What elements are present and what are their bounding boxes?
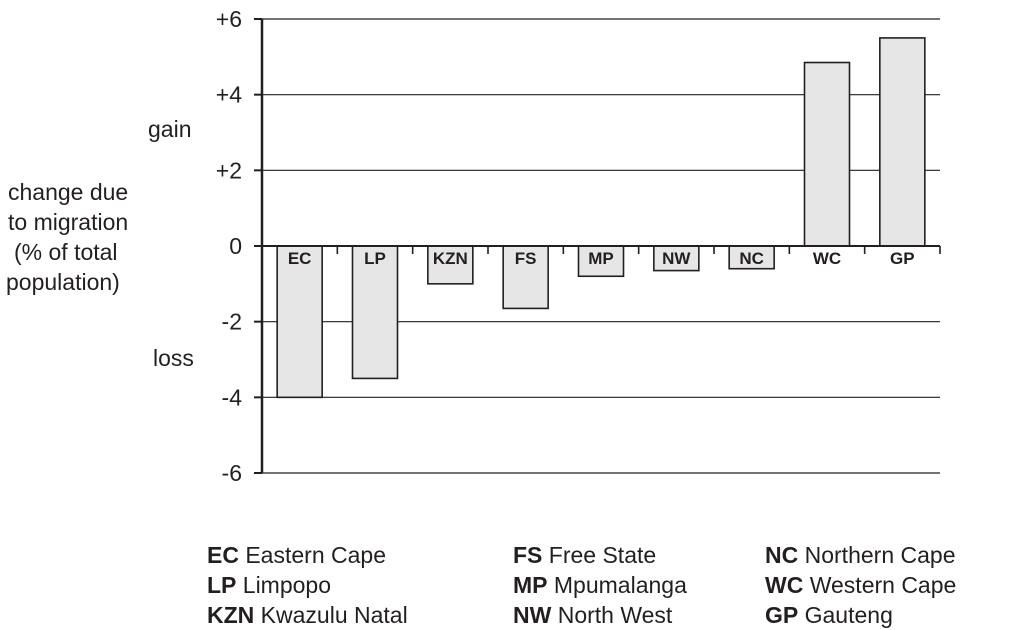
category-label: EC [288,249,312,268]
y-tick-label: -4 [222,384,243,410]
legend-name: Limpopo [242,572,332,598]
bar [879,37,926,247]
legend-item: FS Free State [513,540,687,570]
legend-abbr: FS [513,542,543,568]
bar [577,245,625,278]
category-label: KZN [433,249,468,268]
legend-name: Western Cape [809,572,957,598]
legend-abbr: KZN [207,602,255,628]
category-label: NW [662,249,691,268]
gain-label: gain [148,116,192,142]
y-axis-label-line-2: to migration [8,209,129,235]
legend-column-2: FS Free State MP Mpumalanga NW North Wes… [513,540,687,630]
legend-name: Eastern Cape [245,542,386,568]
y-tick-label: +6 [216,6,242,32]
legend-item: MP Mpumalanga [513,570,687,600]
legend-item: NC Northern Cape [765,540,956,570]
legend-abbr: MP [513,572,548,598]
y-axis-label-line-1: change due [8,179,129,205]
category-label: FS [515,249,537,268]
legend-name: Free State [548,542,657,568]
legend-name: Mpumalanga [553,572,687,598]
legend-item: EC Eastern Cape [207,540,408,570]
legend-name: North West [557,602,673,628]
category-label: NC [739,249,764,268]
bar [803,61,851,247]
y-tick-label: -6 [222,460,242,486]
bar [427,245,474,285]
legend-abbr: NW [513,602,552,628]
legend-name: Kwazulu Natal [260,602,408,628]
legend-item: NW North West [513,600,687,630]
category-label: WC [813,249,841,268]
bar [351,245,399,380]
loss-label: loss [153,345,194,371]
legend-item: WC Western Cape [765,570,956,600]
y-axis-label-line-4: population) [6,269,120,295]
legend-abbr: NC [765,542,799,568]
category-label: MP [588,249,614,268]
bar [653,245,700,272]
legend: EC Eastern Cape LP Limpopo KZN Kwazulu N… [0,540,1013,628]
legend-name: Gauteng [804,602,893,628]
category-label: GP [890,249,915,268]
legend-item: LP Limpopo [207,570,408,600]
y-axis-label: change due to migration (% of total popu… [6,177,166,297]
y-axis-label-line-3: (% of total [14,239,118,265]
legend-column-1: EC Eastern Cape LP Limpopo KZN Kwazulu N… [207,540,408,630]
category-label: LP [364,249,386,268]
y-tick-label: +2 [216,157,242,183]
legend-item: KZN Kwazulu Natal [207,600,408,630]
y-tick-label: +4 [216,82,242,108]
legend-abbr: LP [207,572,237,598]
legend-item: GP Gauteng [765,600,956,630]
bar [502,245,549,310]
legend-abbr: WC [765,572,804,598]
y-tick-label: 0 [229,233,242,259]
legend-abbr: EC [207,542,239,568]
legend-column-3: NC Northern Cape WC Western Cape GP Gaut… [765,540,956,630]
bar-chart: +6 +4 +2 0 -2 -4 -6 EC LP KZN FS MP NW NC WC GP [216,6,941,486]
y-tick-label: -2 [222,309,242,335]
legend-abbr: GP [765,602,799,628]
bar [276,245,323,399]
legend-name: Northern Cape [804,542,956,568]
